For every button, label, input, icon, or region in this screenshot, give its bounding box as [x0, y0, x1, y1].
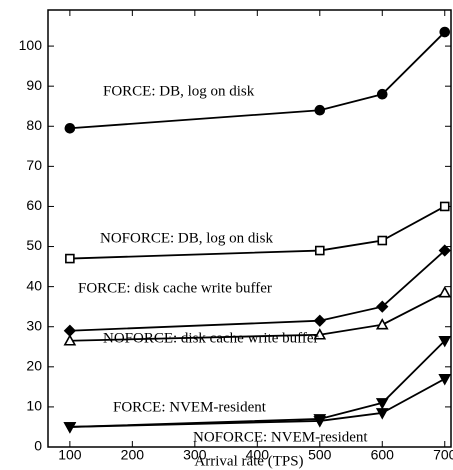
series-line: [69, 378, 446, 428]
y-tick-label: 50: [26, 237, 42, 253]
marker: [375, 398, 389, 410]
x-tick-label: 100: [58, 447, 82, 463]
y-tick-label: 100: [19, 37, 43, 53]
marker: [313, 328, 327, 340]
plot-frame: [47, 9, 452, 448]
marker: [377, 235, 388, 246]
x-tick-label: 300: [183, 447, 207, 463]
marker: [375, 318, 389, 330]
series-label: NOFORCE: DB, log on disk: [100, 230, 273, 246]
marker: [439, 201, 450, 212]
y-tick-label: 40: [26, 277, 42, 293]
series-line: [69, 31, 446, 130]
series-line: [69, 291, 446, 342]
marker: [313, 416, 327, 428]
marker: [313, 314, 326, 327]
marker: [438, 244, 451, 257]
marker: [439, 26, 451, 38]
marker: [376, 88, 388, 100]
series-label: FORCE: NVEM-resident: [113, 399, 267, 415]
x-tick-label: 600: [371, 447, 395, 463]
series-label: FORCE: disk cache write buffer: [78, 280, 272, 296]
marker: [376, 300, 389, 313]
y-tick-label: 80: [26, 117, 42, 133]
marker: [438, 285, 452, 298]
series-line: [69, 205, 446, 260]
marker: [314, 104, 326, 116]
series-label: NOFORCE: disk cache write buffer: [103, 330, 319, 346]
marker: [314, 245, 325, 256]
marker: [63, 334, 77, 346]
series-label: FORCE: DB, log on disk: [103, 83, 255, 99]
y-tick-label: 70: [26, 157, 42, 173]
marker: [438, 335, 452, 348]
series-label: NOFORCE: NVEM-resident: [193, 429, 368, 445]
marker: [63, 422, 77, 434]
marker: [65, 253, 75, 264]
y-tick-label: 20: [26, 358, 42, 374]
y-tick-label: 30: [26, 317, 42, 333]
series-line: [69, 340, 446, 428]
marker: [438, 374, 452, 386]
y-tick-label: 60: [26, 197, 42, 213]
y-tick-label: 90: [26, 77, 42, 93]
series-line: [69, 249, 446, 332]
x-tick-label: 700: [433, 447, 453, 463]
y-tick-label: 10: [26, 398, 42, 414]
marker: [375, 408, 389, 420]
x-axis-label: Arrival rate (TPS): [194, 453, 303, 469]
x-tick-label: 500: [308, 447, 332, 463]
x-tick-label: 200: [121, 447, 145, 463]
y-tick-label: 0: [34, 438, 42, 454]
x-tick-label: 400: [246, 447, 270, 463]
marker: [64, 122, 76, 134]
